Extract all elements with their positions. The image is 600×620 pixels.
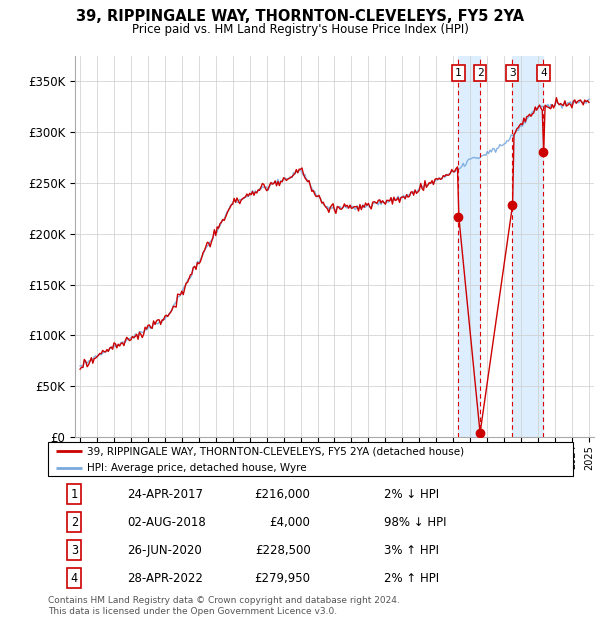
Text: Price paid vs. HM Land Registry's House Price Index (HPI): Price paid vs. HM Land Registry's House … — [131, 23, 469, 36]
Text: 98% ↓ HPI: 98% ↓ HPI — [384, 516, 446, 529]
FancyBboxPatch shape — [48, 442, 573, 476]
Text: 28-APR-2022: 28-APR-2022 — [127, 572, 203, 585]
Text: 3% ↑ HPI: 3% ↑ HPI — [384, 544, 439, 557]
Text: 26-JUN-2020: 26-JUN-2020 — [127, 544, 202, 557]
Text: 2: 2 — [477, 68, 484, 78]
Text: £216,000: £216,000 — [254, 488, 311, 501]
Text: 2% ↑ HPI: 2% ↑ HPI — [384, 572, 439, 585]
Text: 4: 4 — [71, 572, 78, 585]
Text: 39, RIPPINGALE WAY, THORNTON-CLEVELEYS, FY5 2YA: 39, RIPPINGALE WAY, THORNTON-CLEVELEYS, … — [76, 9, 524, 24]
Text: £228,500: £228,500 — [255, 544, 311, 557]
Text: Contains HM Land Registry data © Crown copyright and database right 2024.
This d: Contains HM Land Registry data © Crown c… — [48, 596, 400, 616]
Text: 02-AUG-2018: 02-AUG-2018 — [127, 516, 205, 529]
Text: 2% ↓ HPI: 2% ↓ HPI — [384, 488, 439, 501]
Text: HPI: Average price, detached house, Wyre: HPI: Average price, detached house, Wyre — [88, 463, 307, 472]
Bar — [512, 56, 544, 437]
Text: £4,000: £4,000 — [269, 516, 311, 529]
Text: 1: 1 — [455, 68, 462, 78]
Text: 3: 3 — [509, 68, 515, 78]
Text: 1: 1 — [71, 488, 78, 501]
Text: 2: 2 — [71, 516, 78, 529]
Text: £279,950: £279,950 — [254, 572, 311, 585]
Text: 4: 4 — [540, 68, 547, 78]
Text: 24-APR-2017: 24-APR-2017 — [127, 488, 203, 501]
Text: 3: 3 — [71, 544, 78, 557]
Bar — [458, 56, 480, 437]
Text: 39, RIPPINGALE WAY, THORNTON-CLEVELEYS, FY5 2YA (detached house): 39, RIPPINGALE WAY, THORNTON-CLEVELEYS, … — [88, 446, 464, 456]
